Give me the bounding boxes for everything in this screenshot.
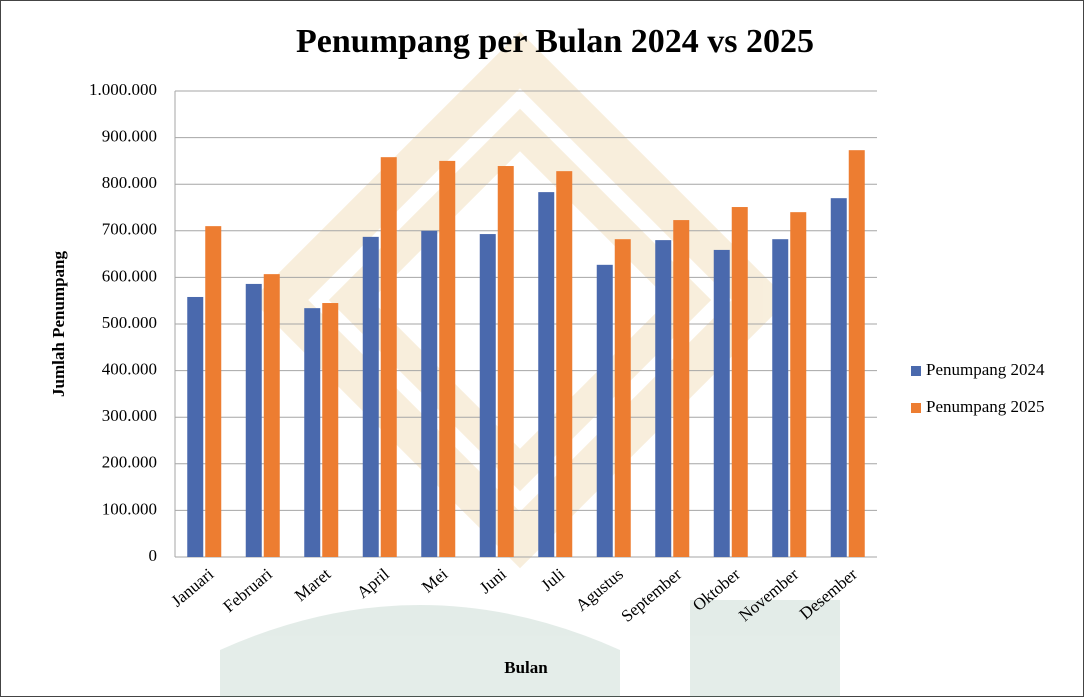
bar <box>381 157 397 557</box>
bar <box>205 226 221 557</box>
bar <box>264 274 280 557</box>
bar <box>439 161 455 557</box>
bar <box>304 308 320 557</box>
chart: Penumpang per Bulan 2024 vs 2025 Bulan J… <box>0 0 1084 697</box>
bar <box>849 150 865 557</box>
y-tick-label: 1.000.000 <box>89 80 157 99</box>
bar <box>597 265 613 557</box>
y-tick-label: 100.000 <box>102 499 157 518</box>
bar <box>322 303 338 557</box>
bar <box>480 234 496 557</box>
bar <box>714 250 730 557</box>
legend-label: Penumpang 2024 <box>926 360 1045 379</box>
bar <box>556 171 572 557</box>
bar <box>498 166 514 557</box>
x-axis-label: Bulan <box>504 658 548 677</box>
bar <box>615 239 631 557</box>
bar <box>772 239 788 557</box>
y-tick-label: 400.000 <box>102 360 157 379</box>
bar <box>363 237 379 557</box>
y-tick-label: 200.000 <box>102 453 157 472</box>
bar <box>655 240 671 557</box>
legend-label: Penumpang 2025 <box>926 397 1045 416</box>
y-tick-label: 300.000 <box>102 406 157 425</box>
bar <box>831 198 847 557</box>
bar <box>187 297 203 557</box>
bar <box>246 284 262 557</box>
bar <box>673 220 689 557</box>
y-tick-label: 600.000 <box>102 266 157 285</box>
y-tick-label: 800.000 <box>102 173 157 192</box>
chart-title: Penumpang per Bulan 2024 vs 2025 <box>296 23 814 60</box>
y-tick-label: 700.000 <box>102 220 157 239</box>
bar <box>538 192 554 557</box>
y-tick-label: 0 <box>149 546 158 565</box>
legend-swatch <box>911 366 921 376</box>
y-tick-label: 500.000 <box>102 313 157 332</box>
bar <box>790 212 806 557</box>
bar <box>732 207 748 557</box>
y-axis-label: Jumlah Penumpang <box>49 251 68 397</box>
legend-swatch <box>911 403 921 413</box>
bar <box>421 231 437 557</box>
y-tick-label: 900.000 <box>102 127 157 146</box>
